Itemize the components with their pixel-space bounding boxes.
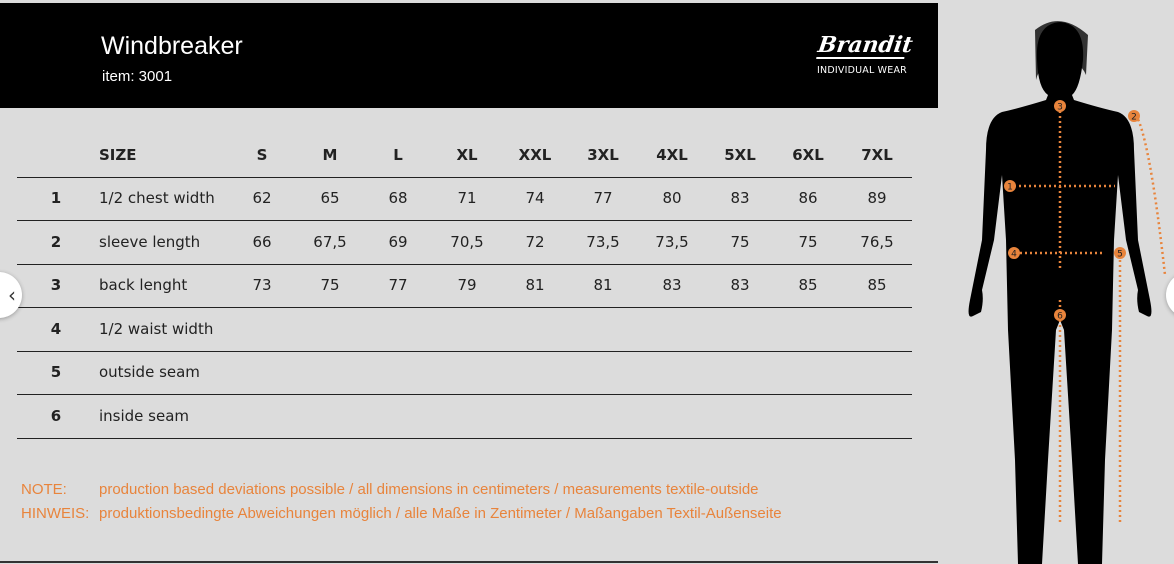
marker-5 <box>1114 247 1126 259</box>
marker-label: 3 <box>1057 103 1063 113</box>
table-cell: 75 <box>798 232 818 251</box>
column-header: 4XL <box>656 146 688 164</box>
table-header: SIZE S M L XL XXL 3XL 4XL 5XL 6XL 7XL <box>17 134 912 178</box>
table-cell: 89 <box>867 189 887 207</box>
column-header: XL <box>456 146 478 164</box>
table-cell: 62 <box>252 189 272 207</box>
marker-1 <box>1004 180 1016 192</box>
column-header: 7XL <box>861 146 893 164</box>
table-cell: 81 <box>525 276 545 295</box>
column-header-size: SIZE <box>99 146 137 164</box>
prev-slide-button[interactable]: ‹ <box>0 272 22 318</box>
row-number: 1 <box>50 189 62 207</box>
table-cell: 85 <box>867 276 887 295</box>
table-cell: 83 <box>730 189 750 207</box>
next-slide-button[interactable] <box>1166 272 1174 318</box>
marker-label: 5 <box>1117 250 1123 260</box>
table-cell: 81 <box>593 276 613 295</box>
table-cell: 76,5 <box>860 232 894 251</box>
table-cell: 68 <box>388 189 408 207</box>
note-de: HINWEIS: produktionsbedingte Abweichungen… <box>21 505 782 522</box>
table-cell: 83 <box>662 276 682 295</box>
table-cell: 71 <box>457 189 477 207</box>
marker-6 <box>1054 309 1066 321</box>
column-header: 3XL <box>587 146 619 164</box>
table-cell: 72 <box>525 232 545 251</box>
table-row: 6 inside seam <box>17 395 912 439</box>
row-number: 4 <box>50 319 62 338</box>
table-cell: 70,5 <box>450 232 484 251</box>
product-header: Windbreaker item: 3001 Brandit INDIVIDUA… <box>0 3 938 108</box>
product-title: Windbreaker <box>101 32 243 60</box>
column-header: 5XL <box>724 146 756 164</box>
marker-3 <box>1054 100 1066 112</box>
row-label: 1/2 chest width <box>99 189 215 207</box>
table-cell: 79 <box>457 276 477 295</box>
table-cell: 69 <box>388 232 408 251</box>
table-cell: 77 <box>593 189 613 207</box>
table-cell: 74 <box>525 189 545 207</box>
row-number: 3 <box>50 276 62 295</box>
row-label: 1/2 waist width <box>99 319 214 338</box>
marker-4 <box>1008 247 1020 259</box>
table-cell: 73 <box>252 276 272 295</box>
table-row: 4 1/2 waist width <box>17 308 912 352</box>
table-cell: 85 <box>798 276 818 295</box>
column-header: L <box>393 146 403 164</box>
row-label: sleeve length <box>99 232 201 251</box>
column-header: 6XL <box>792 146 824 164</box>
table-row: 3 back lenght 73 75 77 79 81 81 83 83 85 85 <box>17 264 912 309</box>
table-cell: 73,5 <box>655 232 689 251</box>
table-cell: 75 <box>320 276 340 295</box>
marker-label: 4 <box>1011 250 1017 260</box>
table-row: 2 sleeve length 66 67,5 69 70,5 72 73,5 73,5 75 75… <box>17 221 912 265</box>
row-number: 6 <box>50 407 62 425</box>
row-number: 2 <box>50 232 62 251</box>
table-cell: 67,5 <box>313 232 347 251</box>
table-cell: 73,5 <box>586 232 620 251</box>
row-number: 5 <box>50 363 62 382</box>
table-cell: 83 <box>730 276 750 295</box>
marker-2 <box>1128 110 1140 122</box>
marker-label: 6 <box>1057 312 1063 322</box>
table-cell: 66 <box>252 232 272 251</box>
body-measurement-figure: 1 2 3 4 5 6 <box>968 21 1167 564</box>
row-label: back lenght <box>99 276 188 295</box>
brand-logo: Brandit INDIVIDUAL WEAR <box>816 32 915 76</box>
row-label: outside seam <box>99 363 200 382</box>
marker-label: 2 <box>1131 113 1137 123</box>
table-cell: 75 <box>730 232 750 251</box>
column-header: M <box>322 146 338 164</box>
column-header: S <box>256 146 268 164</box>
column-header: XXL <box>518 146 552 164</box>
item-number: item: 3001 <box>102 68 173 85</box>
silhouette <box>968 22 1152 564</box>
table-row: 1 1/2 chest width 62 65 68 71 74 77 80 83 86 89 <box>17 177 912 221</box>
table-cell: 86 <box>798 189 818 207</box>
divider <box>0 561 938 563</box>
table-cell: 80 <box>662 189 682 207</box>
marker-label: 1 <box>1007 183 1013 193</box>
row-label: inside seam <box>99 407 190 425</box>
note-en: NOTE: production based deviations possibl… <box>21 481 759 498</box>
table-cell: 65 <box>320 189 340 207</box>
chevron-left-icon: ‹ <box>8 283 16 307</box>
table-cell: 77 <box>388 276 408 295</box>
table-row: 5 outside seam <box>17 351 912 396</box>
